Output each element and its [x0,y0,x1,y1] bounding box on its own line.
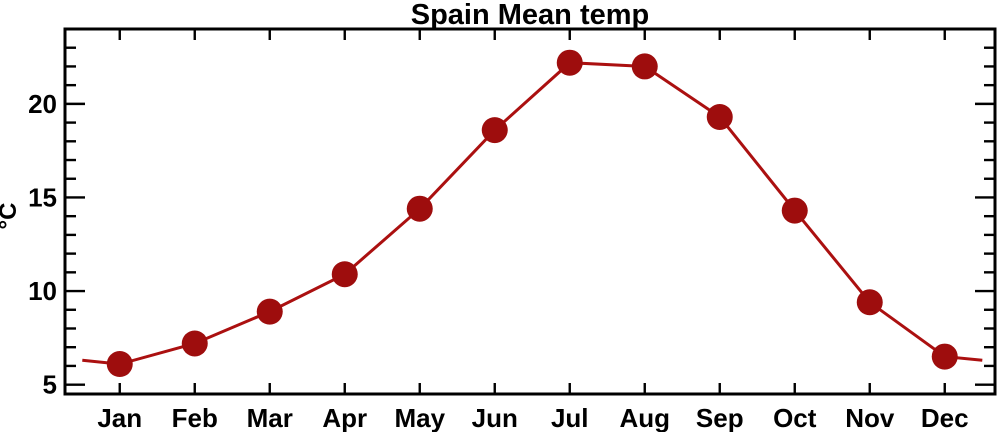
x-tick-label: Dec [921,403,969,432]
x-tick-label: Jun [472,403,518,432]
y-tick-label: 20 [28,89,57,119]
y-tick-label: 15 [28,182,57,212]
data-point-marker [781,197,808,224]
data-point-marker [406,195,433,222]
y-tick-label: 5 [43,370,57,400]
temperature-line [82,61,983,366]
x-tick-label: Aug [619,403,670,432]
data-point-marker [481,117,508,144]
x-tick-label: Mar [247,403,293,432]
data-point-marker [631,53,658,80]
x-tick-label: Apr [322,403,367,432]
x-tick-label: Oct [773,403,817,432]
data-point-marker [181,330,208,357]
x-tick-label: Nov [845,403,895,432]
data-point-marker [856,289,883,316]
y-axis-label: °C [0,203,22,230]
x-tick-label: May [394,403,445,432]
data-point-marker [106,351,133,378]
chart-title: Spain Mean temp [410,0,650,31]
data-point-marker [931,343,958,370]
y-tick-label: 10 [28,276,57,306]
x-tick-label: Jan [97,403,142,432]
x-tick-label: Jul [551,403,589,432]
x-tick-label: Sep [696,403,744,432]
data-point-marker [256,298,283,325]
axes-frame [63,27,997,396]
data-point-marker [331,261,358,288]
data-point-marker [706,103,733,130]
x-tick-label: Feb [172,403,218,432]
data-point-marker [556,49,583,76]
